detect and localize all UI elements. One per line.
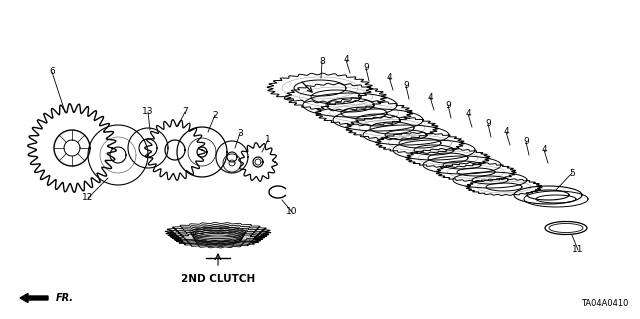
Text: 4: 4 [541, 145, 547, 154]
Text: 4: 4 [465, 109, 471, 118]
Text: 6: 6 [49, 68, 55, 77]
Text: 9: 9 [403, 81, 409, 91]
Text: FR.: FR. [56, 293, 74, 303]
Text: 12: 12 [83, 194, 93, 203]
Text: 4: 4 [343, 56, 349, 64]
Text: 3: 3 [237, 129, 243, 137]
Text: 4: 4 [386, 72, 392, 81]
Text: 11: 11 [572, 246, 584, 255]
Text: 5: 5 [569, 168, 575, 177]
Text: 2: 2 [212, 110, 218, 120]
Text: 8: 8 [319, 57, 325, 66]
Text: 9: 9 [523, 137, 529, 146]
Text: 9: 9 [445, 100, 451, 109]
Text: TA04A0410: TA04A0410 [580, 299, 628, 308]
Text: 13: 13 [142, 108, 154, 116]
Text: 7: 7 [182, 108, 188, 116]
Text: 4: 4 [503, 128, 509, 137]
Text: 10: 10 [286, 207, 298, 217]
Text: 2ND CLUTCH: 2ND CLUTCH [181, 274, 255, 284]
FancyArrow shape [20, 293, 48, 302]
Text: 9: 9 [485, 120, 491, 129]
Text: 4: 4 [427, 93, 433, 101]
Text: 1: 1 [265, 136, 271, 145]
Text: 9: 9 [363, 63, 369, 72]
